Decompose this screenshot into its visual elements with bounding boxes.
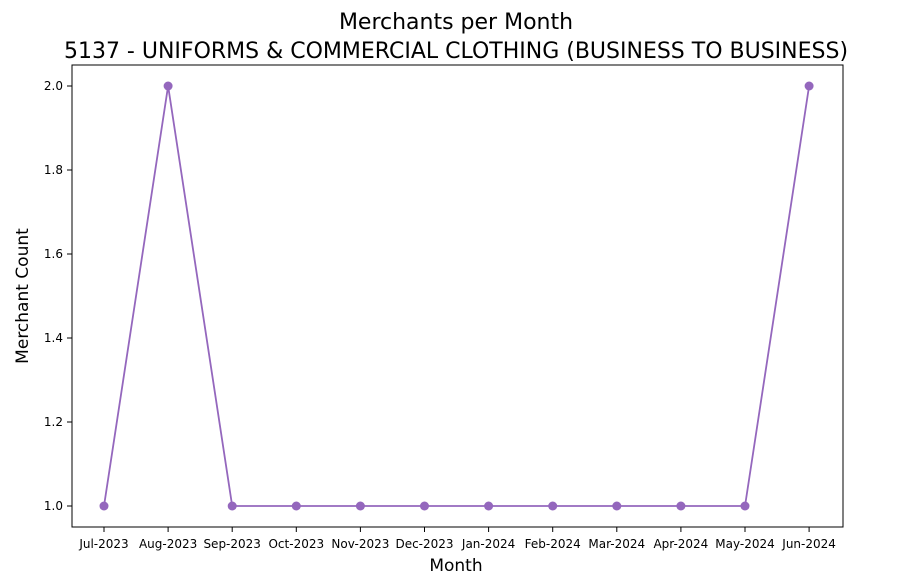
data-point	[420, 501, 429, 511]
data-point	[227, 501, 237, 511]
y-tick-label: 1.8	[44, 163, 63, 177]
x-axis-label: Month	[429, 556, 482, 576]
y-axis: 1.0 1.2 1.4 1.6 1.8 2.0	[44, 79, 72, 513]
chart-subtitle: 5137 - UNIFORMS & COMMERCIAL CLOTHING (B…	[64, 39, 848, 64]
data-point	[804, 81, 814, 91]
data-point	[484, 501, 494, 511]
x-tick-label: Nov-2023	[331, 537, 389, 551]
x-tick-label: Jul-2023	[78, 537, 128, 551]
x-axis: Jul-2023 Aug-2023 Sep-2023 Oct-2023 Nov-2023…	[78, 527, 836, 551]
data-point	[291, 501, 301, 511]
x-tick-label: Sep-2023	[203, 537, 261, 551]
plot-area	[71, 64, 844, 528]
series-line	[103, 85, 810, 507]
y-tick-label: 2.0	[44, 79, 63, 93]
y-axis-label: Merchant Count	[13, 228, 33, 364]
x-tick-label: Mar-2024	[588, 537, 645, 551]
data-point	[740, 501, 750, 511]
y-tick-label: 1.6	[44, 247, 63, 261]
x-tick-label: Feb-2024	[525, 537, 581, 551]
x-tick-label: Jan-2024	[461, 537, 515, 551]
x-tick-label: Dec-2023	[395, 537, 453, 551]
x-tick-label: Oct-2023	[268, 537, 324, 551]
plot-frame	[71, 64, 844, 528]
data-point	[163, 81, 173, 91]
x-tick-label: Jun-2024	[781, 537, 836, 551]
y-tick-label: 1.0	[44, 499, 63, 513]
x-tick-label: May-2024	[715, 537, 774, 551]
data-point	[99, 501, 109, 511]
series-layer	[99, 81, 814, 511]
data-point	[612, 501, 622, 511]
x-tick-label: Apr-2024	[653, 537, 708, 551]
x-tick-label: Aug-2023	[139, 537, 197, 551]
data-point	[548, 501, 558, 511]
data-point	[676, 501, 686, 511]
y-tick-label: 1.2	[44, 415, 63, 429]
chart-title: Merchants per Month	[339, 10, 573, 35]
y-tick-label: 1.4	[44, 331, 63, 345]
data-point	[355, 501, 365, 511]
